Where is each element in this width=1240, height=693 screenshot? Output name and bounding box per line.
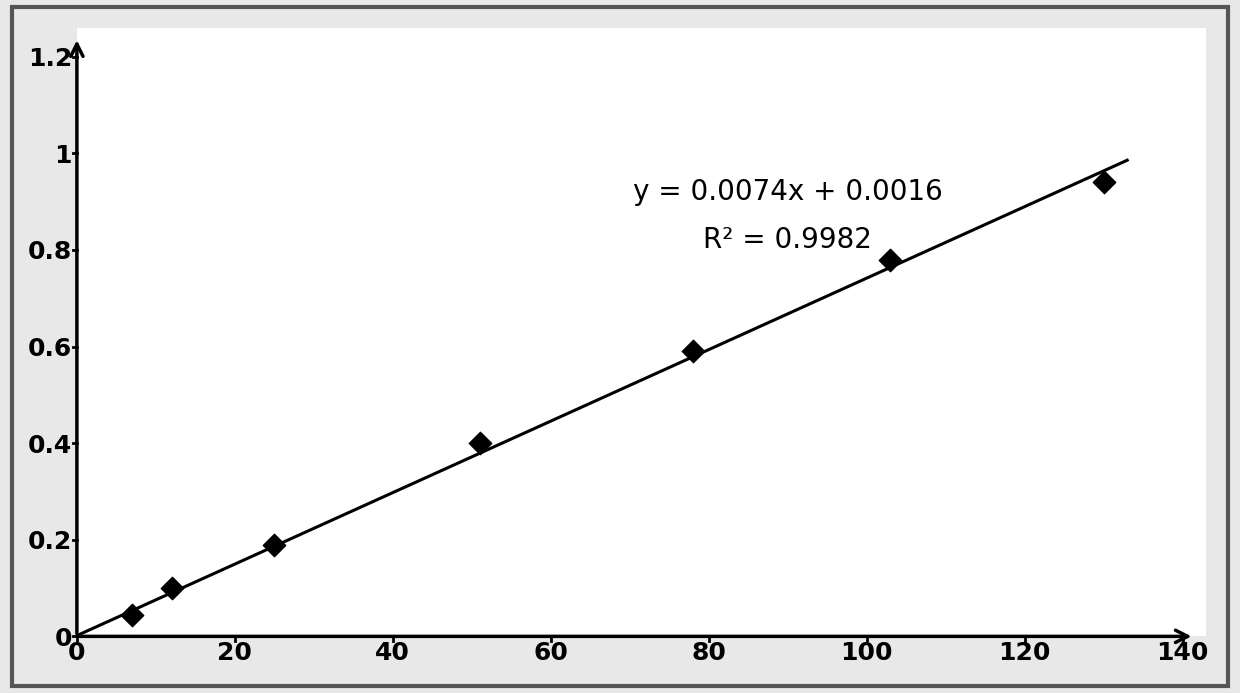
Point <box>161 583 181 594</box>
Point <box>880 254 900 265</box>
Point <box>1094 177 1114 188</box>
Point <box>264 539 284 550</box>
Point <box>683 346 703 357</box>
Point <box>470 437 490 448</box>
Text: R² = 0.9982: R² = 0.9982 <box>703 227 872 254</box>
Point <box>123 609 143 620</box>
Text: y = 0.0074x + 0.0016: y = 0.0074x + 0.0016 <box>632 178 942 206</box>
